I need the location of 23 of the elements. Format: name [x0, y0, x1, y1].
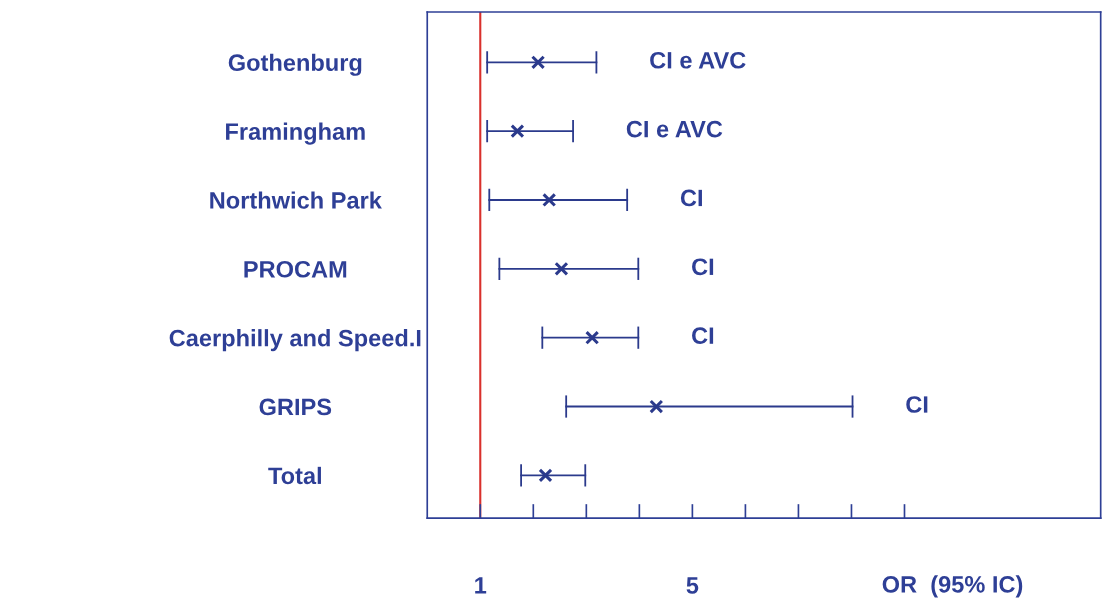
- annotation: CI: [692, 258, 714, 276]
- y-tick-label: Caerphilly and Speed.I: [169, 329, 421, 352]
- y-tick-label: GRIPS: [259, 398, 332, 416]
- point: [542, 192, 557, 208]
- x-tick-label: 1: [475, 577, 487, 594]
- annotation: CI: [906, 396, 928, 413]
- x-axis-title: OR (95% IC): [882, 575, 1023, 598]
- annotation: CI: [680, 189, 702, 207]
- point: [554, 261, 569, 276]
- point: [538, 468, 553, 483]
- annotation: CI e AVC: [650, 51, 746, 69]
- point: [530, 55, 546, 70]
- point: [649, 399, 664, 414]
- point: [585, 330, 600, 345]
- y-tick-label: Total: [268, 466, 321, 485]
- x-tick-label: 5: [686, 577, 699, 594]
- y-tick-label: Northwich Park: [210, 191, 382, 209]
- annotation: CI: [692, 327, 714, 345]
- y-tick-label: PROCAM: [244, 260, 347, 278]
- y-tick-label: Framingham: [226, 122, 365, 145]
- y-tick-label: Gothenburg: [228, 53, 362, 76]
- point: [510, 124, 525, 139]
- annotation: CI e AVC: [626, 120, 723, 138]
